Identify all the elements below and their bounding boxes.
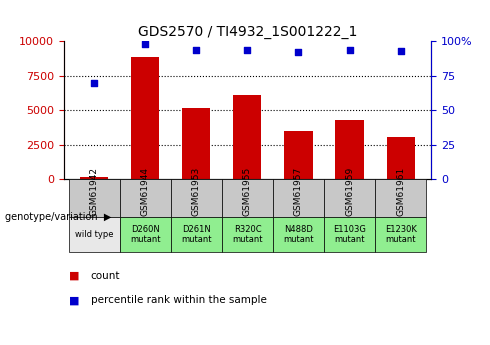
Text: wild type: wild type (75, 230, 114, 239)
Text: genotype/variation  ▶: genotype/variation ▶ (5, 212, 111, 222)
Point (142, 41, 149, 47)
Text: D260N
mutant: D260N mutant (130, 225, 161, 244)
Point (90, 80, 98, 86)
Text: ■: ■ (69, 295, 79, 305)
Point (244, 47, 251, 52)
Text: D261N
mutant: D261N mutant (181, 225, 212, 244)
Text: count: count (91, 271, 120, 281)
Text: GSM61953: GSM61953 (192, 166, 201, 216)
Bar (273, 217, 324, 252)
Bar (182, 108, 210, 179)
Point (193, 47, 200, 52)
Text: percentile rank within the sample: percentile rank within the sample (91, 295, 267, 305)
Bar (375, 217, 426, 252)
Bar (80, 177, 108, 179)
Bar (273, 179, 324, 217)
Bar (375, 179, 426, 217)
Point (397, 48, 405, 54)
Text: GSM61944: GSM61944 (141, 167, 150, 216)
Text: ■: ■ (69, 271, 79, 281)
Bar (324, 179, 375, 217)
Bar (387, 137, 415, 179)
Text: E1103G
mutant: E1103G mutant (333, 225, 366, 244)
Bar (324, 217, 375, 252)
Bar (285, 131, 313, 179)
Bar (233, 95, 262, 179)
Title: GDS2570 / TI4932_1S001222_1: GDS2570 / TI4932_1S001222_1 (138, 25, 357, 39)
Bar (69, 217, 120, 252)
Text: GSM61957: GSM61957 (294, 166, 303, 216)
Text: E1230K
mutant: E1230K mutant (385, 225, 416, 244)
Bar (131, 57, 159, 179)
Bar (120, 217, 171, 252)
Bar (120, 179, 171, 217)
Point (294, 50, 302, 55)
Text: R320C
mutant: R320C mutant (232, 225, 263, 244)
Text: GSM61955: GSM61955 (243, 166, 252, 216)
Bar (336, 120, 364, 179)
Text: GSM61942: GSM61942 (90, 167, 99, 216)
Bar (222, 217, 273, 252)
Point (345, 47, 353, 52)
Bar (222, 179, 273, 217)
Bar (69, 179, 120, 217)
Text: GSM61961: GSM61961 (396, 166, 405, 216)
Bar (171, 217, 222, 252)
Bar (171, 179, 222, 217)
Text: GSM61959: GSM61959 (345, 166, 354, 216)
Text: N488D
mutant: N488D mutant (283, 225, 314, 244)
